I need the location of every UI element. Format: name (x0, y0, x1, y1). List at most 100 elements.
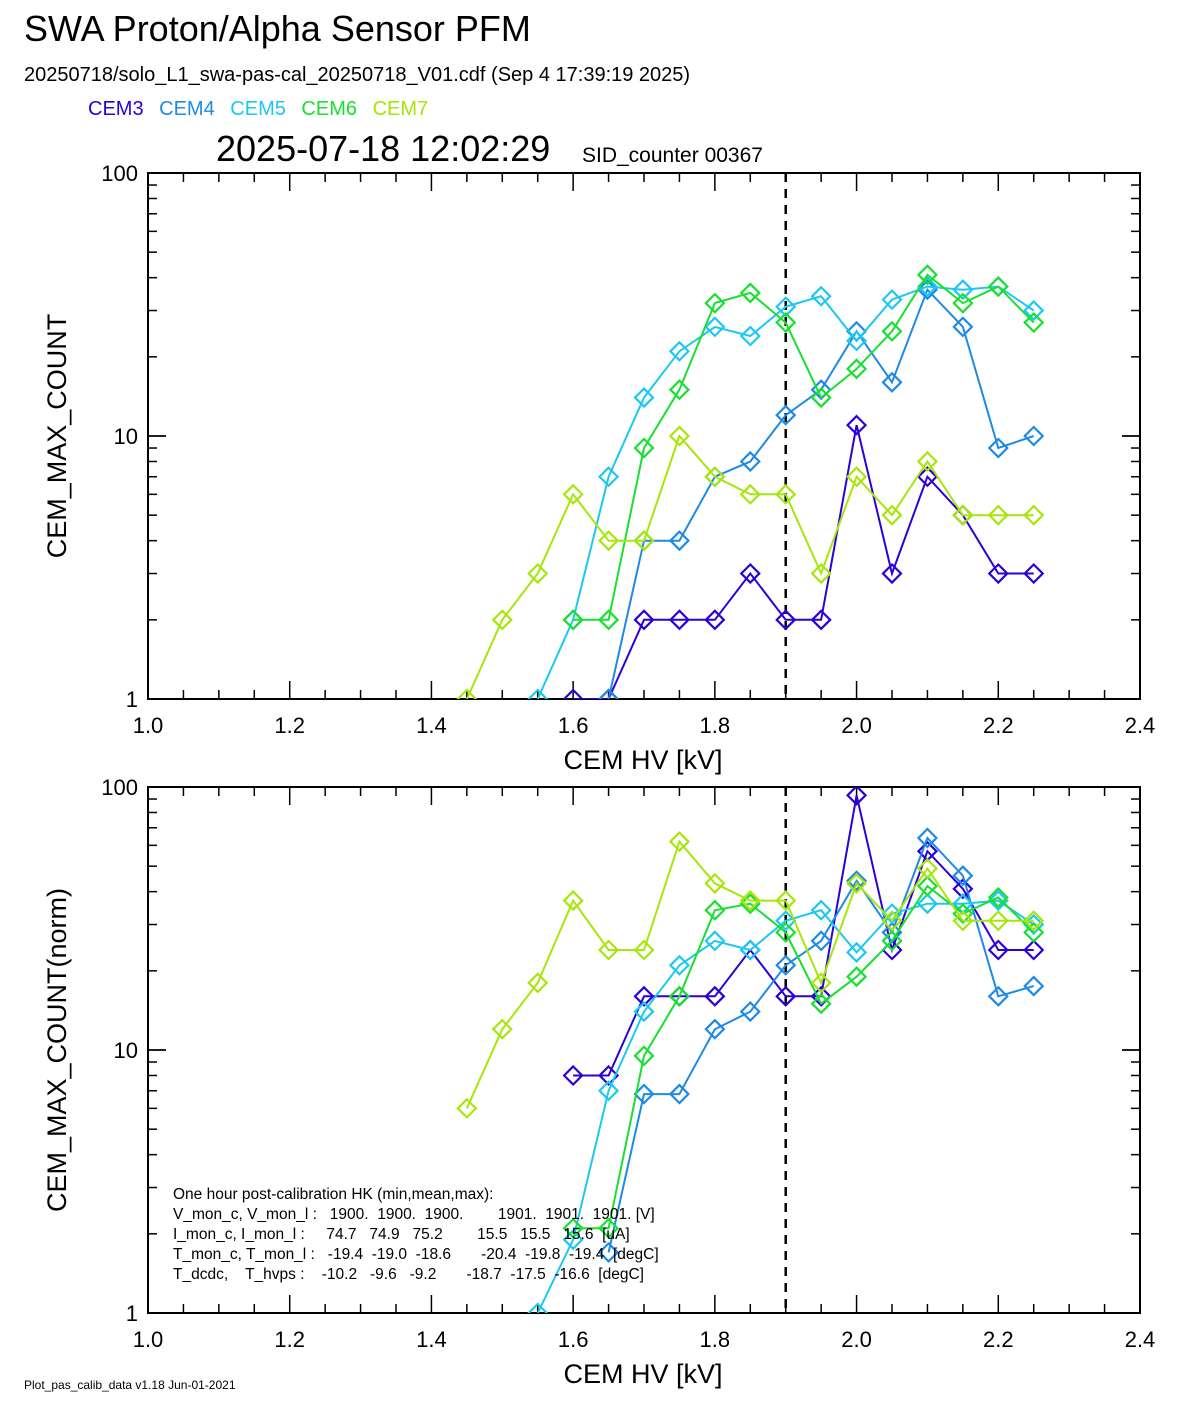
data-point (881, 930, 903, 952)
x-tick-label: 1.6 (558, 713, 589, 738)
data-point (704, 930, 726, 952)
data-point (739, 562, 761, 585)
data-point (987, 890, 1009, 912)
data-point (1023, 299, 1045, 322)
data-point (881, 504, 903, 526)
data-point (704, 292, 726, 314)
legend-cem4: CEM4 (159, 98, 215, 120)
x-tick-label: 1.6 (558, 1327, 589, 1352)
data-point (881, 320, 903, 342)
legend-cem7: CEM7 (372, 98, 429, 120)
data-point (633, 530, 655, 552)
x-tick-label: 1.2 (274, 713, 305, 738)
hk-line: T_dcdc, T_hvps : -10.2 -9.6 -9.2 -18.7 -… (173, 1266, 644, 1283)
series-line (465, 434, 1034, 699)
data-point (916, 875, 938, 897)
y-tick-label: 100 (101, 775, 138, 800)
data-point (668, 340, 690, 362)
series-line (573, 884, 1035, 1230)
data-point (562, 1217, 584, 1239)
data-point (704, 1018, 726, 1040)
data-point (562, 483, 584, 505)
data-point (775, 296, 797, 318)
data-point (704, 466, 726, 488)
data-point (987, 437, 1009, 459)
footer-version: Plot_pas_calib_data v1.18 Jun-01-2021 (24, 1378, 236, 1392)
data-point (775, 921, 797, 943)
data-point (916, 466, 938, 488)
data-point (739, 450, 761, 473)
data-point (668, 425, 690, 447)
data-point (633, 609, 655, 631)
series-line (607, 287, 1035, 699)
y-axis-title: CEM_MAX_COUNT(norm) (42, 888, 72, 1212)
data-point (775, 311, 797, 334)
data-point (810, 562, 832, 585)
hk-line: T_mon_c, T_mon_l : -19.4 -19.0 -18.6 -20… (173, 1246, 659, 1263)
x-tick-label: 1.0 (133, 713, 164, 738)
series-cem5 (527, 276, 1045, 699)
data-point (1023, 910, 1045, 932)
data-point (739, 1001, 761, 1023)
y-tick-label: 10 (114, 424, 138, 449)
data-point (916, 857, 938, 880)
data-point (916, 450, 938, 473)
series-line (536, 285, 1035, 699)
data-point (598, 609, 620, 631)
data-point (846, 466, 868, 488)
legend-cem5: CEM5 (230, 98, 286, 120)
data-point (527, 1302, 549, 1313)
data-point (739, 483, 761, 505)
x-tick-label: 2.2 (983, 713, 1014, 738)
data-point (1023, 921, 1045, 943)
series-cem3 (562, 787, 1045, 1087)
data-point (704, 872, 726, 894)
data-point (846, 414, 868, 436)
series-line (573, 273, 1035, 621)
data-point (633, 985, 655, 1007)
data-point (952, 878, 974, 900)
data-point (916, 893, 938, 915)
data-point (598, 688, 620, 699)
x-tick-label: 2.4 (1125, 713, 1156, 738)
x-tick-label: 1.4 (416, 713, 447, 738)
data-point (881, 371, 903, 393)
data-point (527, 972, 549, 994)
data-point (881, 910, 903, 932)
data-point (633, 437, 655, 459)
series-line (573, 424, 1034, 699)
legend-cem3: CEM3 (88, 98, 144, 120)
data-point (598, 1080, 620, 1102)
hk-line: One hour post-calibration HK (min,mean,m… (173, 1186, 493, 1203)
data-point (1023, 975, 1045, 997)
data-point (704, 609, 726, 631)
data-point (633, 1001, 655, 1023)
data-point (562, 890, 584, 912)
legend: CEM3 CEM4 CEM5 CEM6 CEM7 (88, 98, 438, 121)
data-point (775, 483, 797, 505)
data-point (952, 910, 974, 932)
data-point (1023, 562, 1045, 585)
data-point (952, 279, 974, 301)
data-point (987, 562, 1009, 585)
file-subtitle: 20250718/solo_L1_swa-pas-cal_20250718_V0… (24, 64, 691, 86)
data-point (952, 292, 974, 314)
data-point (881, 289, 903, 311)
data-point (810, 930, 832, 952)
x-tick-label: 1.4 (416, 1327, 447, 1352)
data-point (739, 325, 761, 347)
plot-title: SWA Proton/Alpha Sensor PFM (24, 8, 531, 49)
data-point (775, 954, 797, 976)
data-point (456, 1097, 478, 1119)
data-point (846, 787, 868, 806)
data-point (739, 939, 761, 961)
data-point (916, 827, 938, 849)
data-point (633, 939, 655, 961)
data-point (810, 609, 832, 631)
data-point (1023, 425, 1045, 447)
x-tick-label: 2.0 (841, 1327, 872, 1352)
data-point (987, 886, 1009, 909)
hk-summary: One hour post-calibration HK (min,mean,m… (173, 1186, 659, 1283)
series-line (607, 836, 1034, 1253)
